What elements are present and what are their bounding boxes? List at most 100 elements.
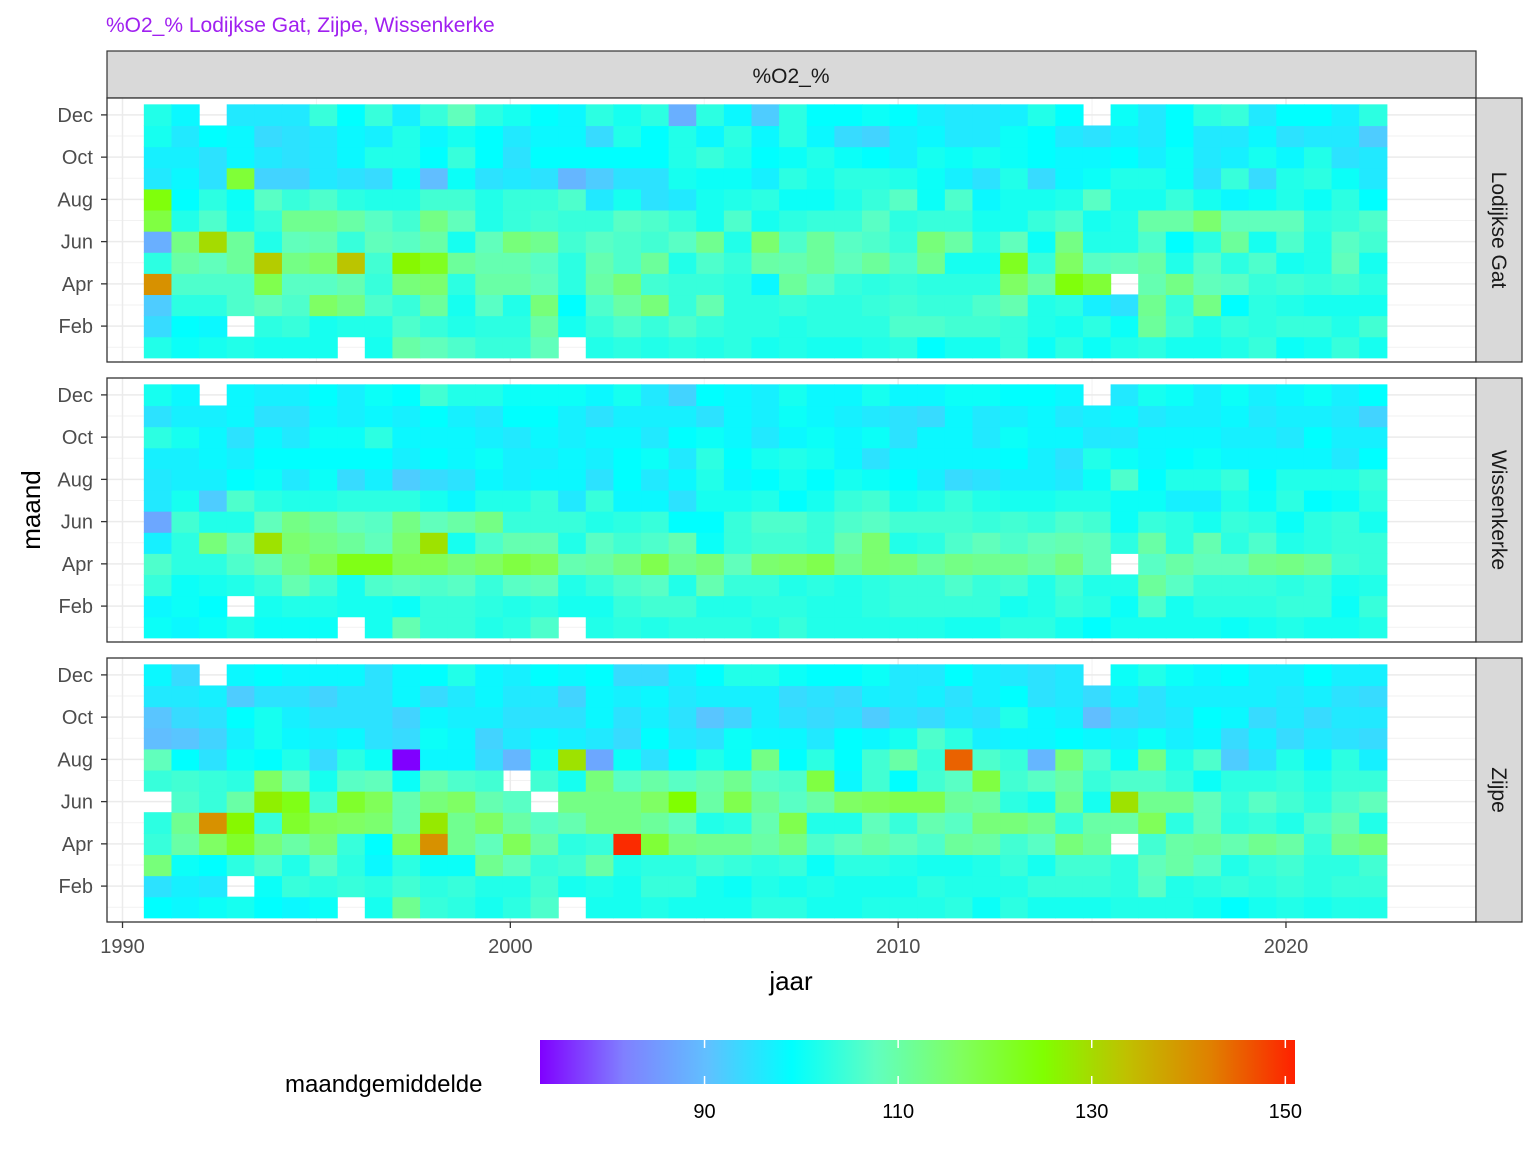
heatmap-cell	[668, 706, 697, 729]
heatmap-cell	[1082, 896, 1112, 919]
heatmap-cell	[1331, 336, 1360, 359]
heatmap-cell	[309, 231, 338, 253]
heatmap-cell	[641, 769, 670, 792]
heatmap-cell	[364, 384, 394, 407]
heatmap-cell	[862, 706, 891, 729]
heatmap-cell	[972, 553, 1001, 576]
heatmap-cell	[1331, 426, 1360, 449]
heatmap-cell	[364, 706, 394, 729]
heatmap-cell	[1110, 769, 1139, 792]
heatmap-cell	[502, 405, 532, 428]
heatmap-cell	[1221, 685, 1250, 708]
heatmap-cell	[447, 104, 476, 127]
heatmap-cell	[1331, 447, 1360, 470]
heatmap-cell	[641, 489, 670, 512]
heatmap-cell	[1359, 664, 1388, 687]
heatmap-cell	[1165, 685, 1195, 708]
heatmap-cell	[337, 706, 366, 729]
heatmap-cell	[972, 447, 1001, 470]
heatmap-cell	[171, 616, 200, 639]
heatmap-cell	[1082, 146, 1112, 169]
heatmap-cell	[1276, 553, 1305, 576]
heatmap-cell	[226, 273, 255, 296]
heatmap-cell	[530, 231, 559, 253]
heatmap-cell	[1055, 769, 1084, 792]
heatmap-cell	[254, 664, 283, 687]
heatmap-cell	[475, 769, 504, 792]
heatmap-cell	[613, 664, 642, 687]
heatmap-cell	[281, 188, 311, 211]
heatmap-cell	[779, 209, 808, 232]
heatmap-cell	[171, 273, 200, 296]
heatmap-cell	[1110, 616, 1139, 639]
heatmap-cell	[1000, 188, 1029, 211]
heatmap-cell	[364, 273, 394, 296]
heatmap-cell	[668, 685, 697, 708]
heatmap-cell	[420, 812, 449, 834]
heatmap-cell	[254, 468, 283, 491]
heatmap-cell	[530, 384, 559, 407]
heatmap-cell	[944, 104, 974, 127]
heatmap-cell	[337, 104, 366, 127]
heatmap-cell	[1193, 188, 1222, 211]
heatmap-cell	[1165, 748, 1195, 771]
heatmap-cell	[1165, 875, 1195, 898]
heatmap-cell	[1276, 896, 1305, 919]
heatmap-cell	[392, 405, 421, 428]
heatmap-cell	[226, 384, 255, 407]
heatmap-cell	[558, 252, 587, 274]
heatmap-cell	[641, 706, 670, 729]
heatmap-cell	[1000, 854, 1029, 877]
heatmap-cell	[751, 748, 780, 771]
heatmap-cell	[143, 532, 173, 554]
heatmap-cell	[1276, 791, 1305, 813]
heatmap-cell	[1331, 685, 1360, 708]
heatmap-cell	[1248, 616, 1277, 639]
heatmap-cell	[585, 812, 614, 834]
heatmap-cell	[696, 468, 725, 491]
heatmap-cell	[1027, 489, 1056, 512]
heatmap-cell	[889, 727, 918, 750]
heatmap-cell	[475, 574, 504, 597]
heatmap-cell	[171, 769, 200, 792]
heatmap-cell	[944, 833, 974, 856]
heatmap-cell	[1082, 727, 1112, 750]
heatmap-cell	[1138, 252, 1167, 274]
heatmap-cell	[1276, 231, 1305, 253]
heatmap-cell	[281, 384, 311, 407]
heatmap-cell	[420, 104, 449, 127]
facet-strip-top	[106, 50, 1477, 99]
heatmap-cell	[475, 447, 504, 470]
heatmap-cell	[143, 125, 173, 148]
heatmap-cell	[502, 706, 532, 729]
heatmap-cell	[917, 104, 946, 127]
heatmap-cell	[1110, 875, 1139, 898]
heatmap-cell	[641, 664, 670, 687]
heatmap-cell	[668, 532, 697, 554]
heatmap-cell	[1331, 294, 1360, 317]
heatmap-cell	[613, 595, 642, 618]
heatmap-cell	[226, 896, 255, 919]
heatmap-cell	[1221, 553, 1250, 576]
heatmap-cell	[199, 553, 228, 576]
heatmap-cell	[1221, 511, 1250, 533]
heatmap-cell	[1303, 315, 1333, 338]
heatmap-cell	[447, 252, 476, 274]
heatmap-cell	[751, 231, 780, 253]
heatmap-cell	[806, 511, 835, 533]
heatmap-cell	[1027, 685, 1056, 708]
heatmap-cell	[1138, 489, 1167, 512]
heatmap-cell	[1303, 812, 1333, 834]
heatmap-cell	[199, 167, 228, 190]
heatmap-cell	[862, 489, 891, 512]
heatmap-cell	[1138, 854, 1167, 877]
heatmap-cell	[199, 252, 228, 274]
heatmap-cell	[530, 896, 559, 919]
heatmap-cell	[944, 468, 974, 491]
heatmap-cell	[1082, 769, 1112, 792]
heatmap-cell	[723, 532, 753, 554]
heatmap-cell	[641, 812, 670, 834]
heatmap-cell	[1303, 553, 1333, 576]
heatmap-cell	[281, 231, 311, 253]
